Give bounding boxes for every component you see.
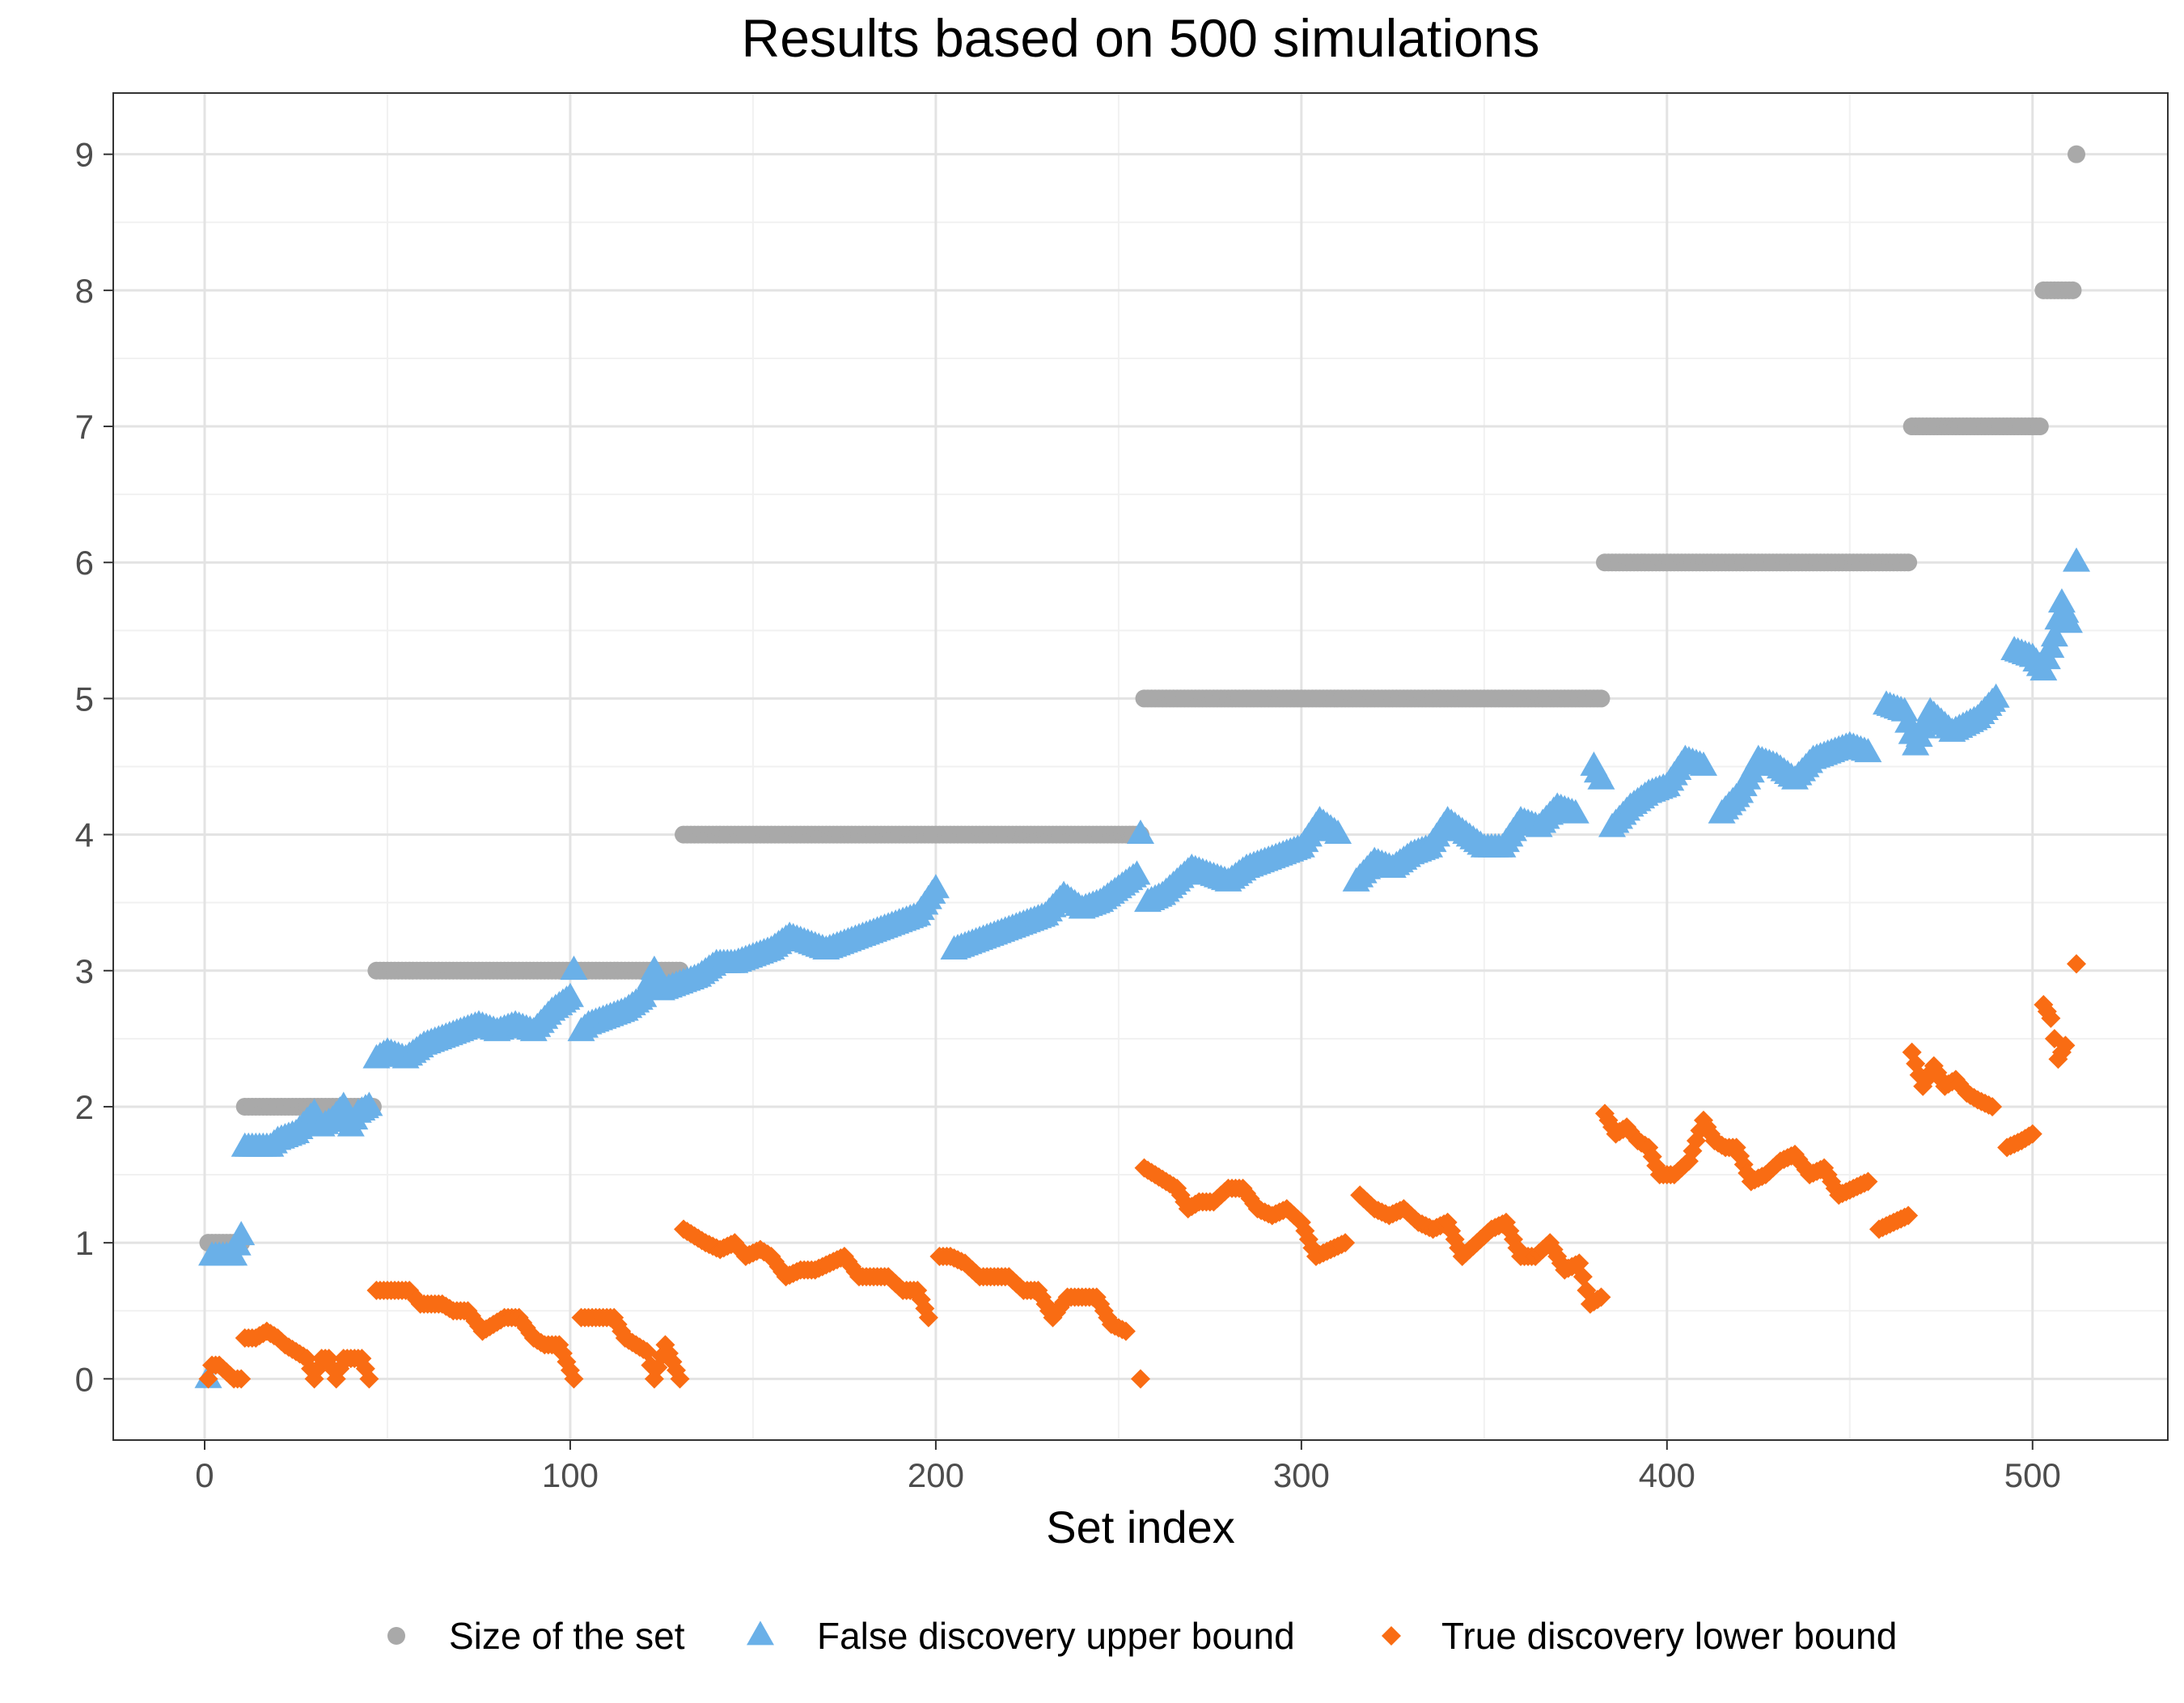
upper-bound-point: [227, 1221, 256, 1246]
legend-item-true-discovery-lower-bound: True discovery lower bound: [1382, 1615, 1897, 1657]
panel-border: [112, 92, 2169, 1441]
lower-bound-point: [670, 1369, 690, 1389]
upper-bound-point: [1324, 819, 1352, 844]
lower-bound-point: [1335, 1233, 1356, 1253]
lower-bound-point: [1572, 1267, 1593, 1287]
upper-bound-point: [560, 955, 588, 981]
lower-bound-point: [1898, 1205, 1919, 1226]
upper-bound-point: [1127, 819, 1154, 844]
upper-bound-point: [2055, 608, 2083, 633]
legend-key: [747, 1620, 774, 1646]
upper-bound-point: [355, 1091, 383, 1116]
y-tick-label: 8: [75, 272, 94, 310]
legend-key: [387, 1627, 405, 1645]
lower-bound-point: [1639, 1137, 1659, 1158]
upper-bound-point: [1854, 738, 1882, 763]
upper-bound-point: [1982, 683, 2010, 708]
legend-item-size-of-the-set: Size of the set: [387, 1615, 685, 1657]
y-tick-label: 5: [75, 680, 94, 718]
lower-bound-point: [2067, 954, 2087, 974]
size-point: [2063, 281, 2082, 299]
y-tick-label: 4: [75, 816, 94, 854]
lower-bound-point: [1983, 1096, 2003, 1116]
upper-bound-point: [1561, 799, 1589, 824]
axes: 0 100 200 300 400 500 0 1 2 3 4 5 6 7 8 9: [75, 92, 2169, 1494]
y-tick-label: 1: [75, 1224, 94, 1262]
upper-bound-point: [1123, 860, 1151, 885]
x-tick-label: 100: [542, 1456, 599, 1494]
size-point: [1592, 689, 1610, 708]
y-tick-label: 3: [75, 952, 94, 990]
y-tick-label: 7: [75, 408, 94, 446]
plot-panel: [113, 93, 2168, 1440]
x-tick-label: 500: [2004, 1456, 2061, 1494]
lower-bound-point: [1115, 1321, 1136, 1341]
lower-bound-point: [1591, 1287, 1611, 1307]
size-point: [2068, 145, 2086, 163]
upper-bound-point: [2063, 547, 2091, 572]
upper-bound-point: [1587, 765, 1615, 790]
plot-data: [194, 145, 2091, 1389]
y-tick-label: 2: [75, 1088, 94, 1126]
series-size-of-the-set: [199, 145, 2086, 1252]
lower-bound-point: [918, 1307, 938, 1328]
upper-bound-point: [1690, 751, 1718, 776]
upper-bound-point: [556, 982, 584, 1007]
lower-bound-point: [231, 1369, 252, 1389]
series-false-discovery-upper-bound: [194, 547, 2091, 1388]
legend-key: [1382, 1626, 1401, 1646]
lower-bound-point: [1131, 1369, 1150, 1389]
y-tick-label: 6: [75, 544, 94, 582]
series-true-discovery-lower-bound: [198, 954, 2087, 1389]
lower-bound-point: [1858, 1171, 1878, 1192]
y-tick-label: 9: [75, 136, 94, 174]
legend-label: False discovery upper bound: [817, 1615, 1295, 1657]
x-axis-label: Set index: [1046, 1502, 1235, 1553]
lower-bound-point: [198, 1369, 218, 1389]
lower-bound-point: [1569, 1253, 1589, 1273]
lower-bound-point: [2022, 1124, 2042, 1144]
upper-bound-point: [2040, 622, 2068, 647]
lower-bound-point: [2055, 1036, 2076, 1056]
legend-item-false-discovery-upper-bound: False discovery upper bound: [747, 1615, 1295, 1657]
legend-label: True discovery lower bound: [1441, 1615, 1897, 1657]
x-tick-label: 300: [1273, 1456, 1330, 1494]
lower-bound-point: [2041, 1008, 2061, 1028]
lower-bound-point: [637, 1341, 657, 1362]
upper-bound-point: [921, 874, 950, 899]
legend-label: Size of the set: [449, 1615, 685, 1657]
x-tick-label: 0: [195, 1456, 214, 1494]
lower-bound-point: [359, 1369, 379, 1389]
chart-title: Results based on 500 simulations: [742, 8, 1540, 68]
size-point: [2030, 417, 2049, 436]
lower-bound-point: [564, 1369, 584, 1389]
y-tick-label: 0: [75, 1360, 94, 1398]
legend: Size of the set False discovery upper bou…: [387, 1615, 1897, 1657]
x-tick-label: 400: [1639, 1456, 1695, 1494]
x-tick-label: 200: [908, 1456, 964, 1494]
size-point: [1899, 553, 1918, 572]
